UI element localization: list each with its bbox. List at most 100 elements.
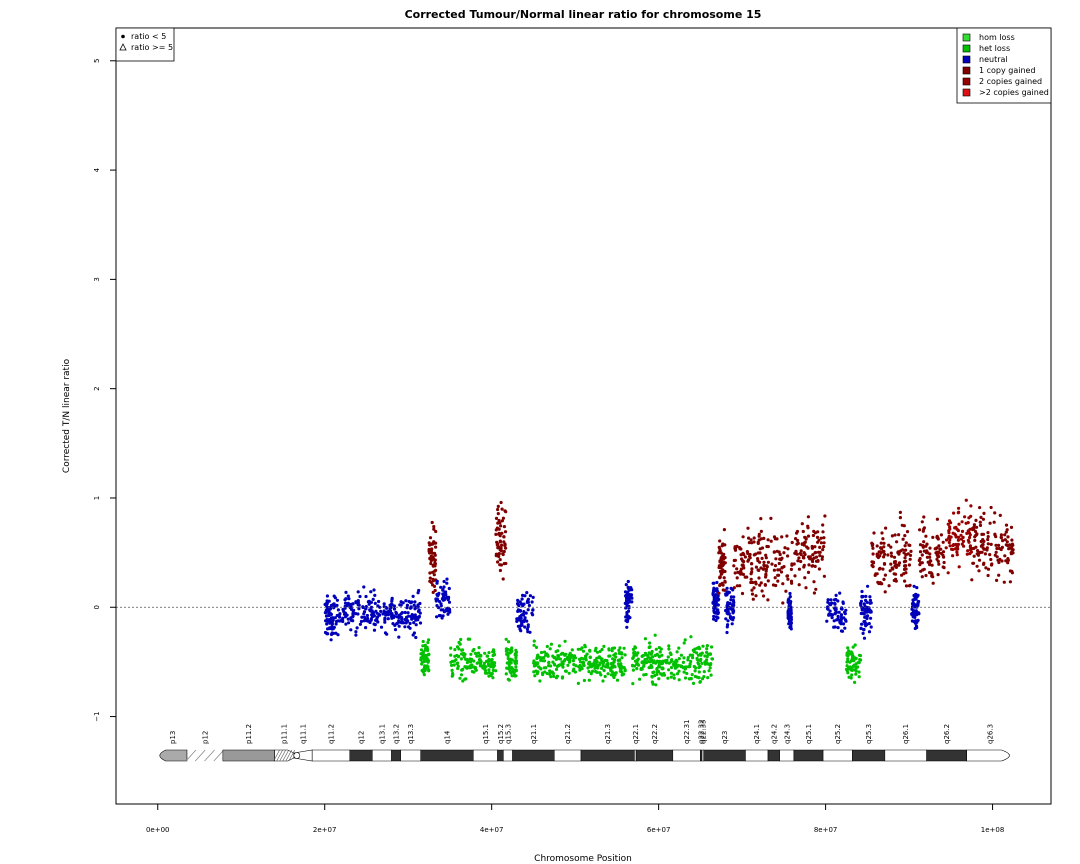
data-point: [740, 591, 745, 596]
data-point: [732, 595, 736, 599]
data-point: [701, 644, 705, 648]
data-point: [780, 566, 784, 570]
data-point: [828, 603, 833, 607]
data-point: [587, 670, 591, 674]
data-point: [724, 617, 728, 621]
data-point: [325, 632, 329, 636]
data-point: [594, 646, 598, 651]
data-point: [494, 516, 499, 521]
data-point: [355, 626, 359, 630]
data-point: [441, 588, 445, 592]
data-point: [817, 567, 822, 571]
data-point: [486, 662, 490, 666]
data-point: [498, 568, 502, 573]
data-point: [975, 532, 979, 536]
stalk-hatch-line: [213, 749, 225, 762]
data-point: [456, 666, 460, 671]
data-point: [711, 593, 715, 597]
data-point: [603, 674, 607, 679]
data-point: [770, 562, 774, 566]
data-point: [494, 669, 498, 673]
data-point: [752, 536, 756, 540]
ideogram-band: [745, 749, 769, 762]
data-point: [957, 506, 961, 510]
data-point: [633, 664, 637, 668]
data-point: [903, 544, 907, 548]
data-point: [891, 567, 895, 571]
data-point: [709, 662, 713, 666]
data-point: [677, 646, 681, 650]
data-point: [346, 601, 350, 606]
data-point: [491, 676, 495, 680]
ideogram-band-label: q21.3: [604, 724, 612, 744]
data-point: [697, 670, 701, 674]
data-point: [514, 674, 518, 678]
data-point: [741, 572, 746, 577]
data-point: [952, 543, 956, 547]
data-point: [502, 535, 506, 539]
data-point: [738, 584, 742, 588]
data-point: [392, 614, 396, 618]
data-point: [476, 651, 481, 655]
data-point: [349, 616, 353, 620]
data-point: [725, 586, 729, 590]
data-point: [723, 580, 727, 584]
data-point: [648, 641, 652, 645]
data-points: [323, 498, 1015, 687]
data-point: [494, 532, 498, 537]
data-point: [398, 603, 402, 607]
data-point: [508, 661, 512, 665]
data-point: [379, 625, 384, 629]
data-point: [712, 581, 716, 585]
data-point: [410, 613, 414, 617]
data-point: [948, 538, 952, 542]
centromere: [293, 752, 301, 759]
data-point: [501, 516, 505, 520]
data-point: [453, 648, 457, 652]
data-point: [683, 676, 688, 680]
data-point: [871, 546, 875, 550]
data-point: [994, 550, 998, 554]
data-point: [631, 647, 636, 652]
data-point: [871, 560, 876, 564]
data-point: [732, 600, 736, 605]
data-point: [434, 568, 438, 573]
data-point: [612, 664, 616, 668]
data-point: [469, 657, 474, 661]
data-point: [909, 549, 913, 554]
x-tick-label: 1e+08: [981, 826, 1005, 834]
data-point: [843, 626, 847, 630]
data-point: [514, 650, 519, 654]
data-point: [566, 663, 570, 667]
data-point: [427, 669, 431, 673]
data-point: [598, 671, 602, 675]
data-point: [738, 569, 743, 573]
data-point: [680, 664, 684, 668]
hatch-line: [285, 749, 293, 762]
data-point: [754, 565, 759, 569]
data-point: [654, 647, 658, 651]
data-point: [442, 610, 446, 614]
segment-points: [434, 577, 452, 620]
stalk-hatch-line: [194, 749, 206, 762]
data-point: [331, 618, 335, 622]
data-point: [411, 594, 415, 599]
data-point: [606, 672, 610, 676]
data-point: [388, 609, 393, 613]
data-point: [520, 613, 524, 617]
data-point: [661, 659, 665, 663]
data-point: [453, 654, 457, 658]
data-point: [606, 661, 610, 666]
data-point: [626, 619, 630, 623]
data-point: [405, 606, 409, 610]
triangle-icon: [119, 43, 127, 51]
data-point: [688, 662, 692, 666]
data-point: [482, 661, 486, 666]
data-point: [1009, 551, 1013, 555]
data-point: [965, 552, 969, 556]
data-point: [921, 529, 925, 533]
data-point: [344, 597, 348, 601]
data-point: [973, 538, 977, 543]
data-point: [752, 540, 756, 544]
data-point: [853, 680, 857, 685]
